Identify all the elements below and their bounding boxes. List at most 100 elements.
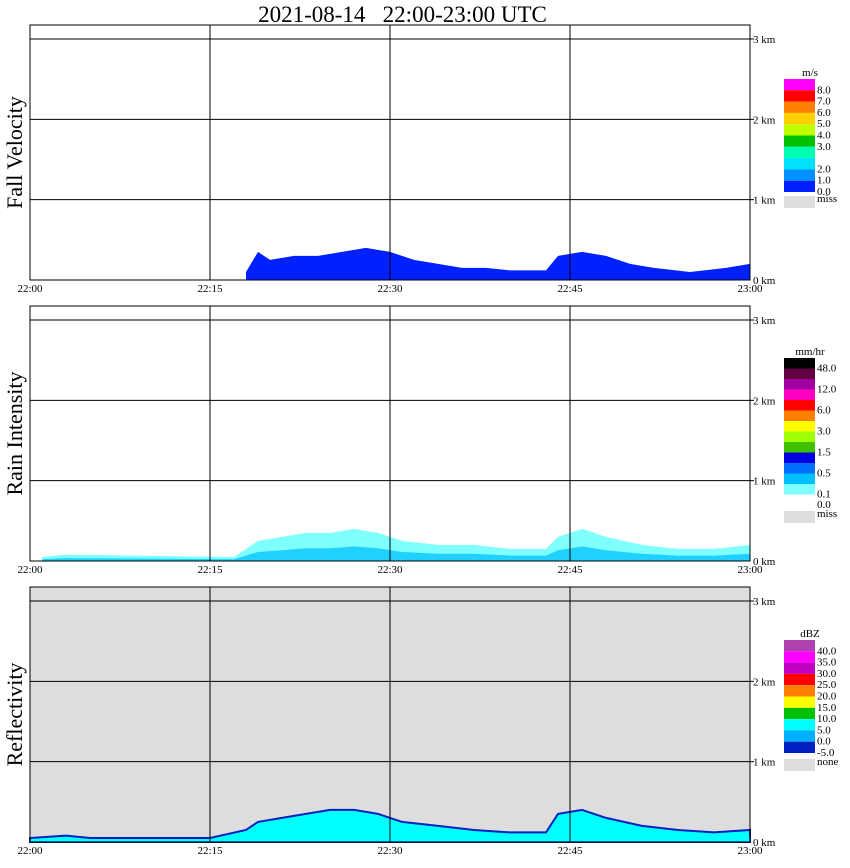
panel-2-colorbar-swatch-0 <box>784 358 815 369</box>
panel-1-echo-core <box>246 265 750 280</box>
panel-2-colorbar-label-8: 1.5 <box>817 447 831 459</box>
panel-2-xtick-label-2245: 22:45 <box>557 564 583 576</box>
panel-1-colorbar-swatch-8 <box>784 169 815 181</box>
panel-1-colorbar-label-5: 3.0 <box>817 141 831 153</box>
panel-2-colorbar-swatch-6 <box>784 421 815 432</box>
panel-1-colorbar-swatch-3 <box>784 112 815 125</box>
panel-1-xtick-label-2300: 23:00 <box>737 283 763 295</box>
panel-3-colorbar-label-6: 10.0 <box>817 713 837 725</box>
panel-2-colorbar-swatch-10 <box>784 463 815 474</box>
panel-1-colorbar-label-1: 7.0 <box>817 96 831 108</box>
panel-2-colorbar-label-13: 0.0 <box>817 499 831 511</box>
panel-1-colorbar-swatch-5 <box>784 135 815 147</box>
panel-2-colorbar-swatch-8 <box>784 442 815 453</box>
panel-3-colorbar-swatch-1 <box>784 651 815 663</box>
panel-2-ytick-label-2km: 2 km <box>753 395 776 407</box>
panel-1-heatmap: 1 km 2 km 3 km 0 km 22:00 22:15 22:30 22:45 23:0… <box>2 24 837 295</box>
panel-1-colorbar-unit: m/s <box>802 67 818 79</box>
panel-1-colorbar-label-4: 4.0 <box>817 130 831 142</box>
panel-1-colorbar-label-0: 8.0 <box>817 84 831 96</box>
panel-1-ytick-label-1km: 1 km <box>753 195 776 207</box>
panel-2-colorbar-swatch-4 <box>784 400 815 411</box>
panel-3-colorbar-swatch-4 <box>784 685 815 697</box>
panel-1-colorbar-label-8: 1.0 <box>817 175 831 187</box>
panel-2-ylabel: Rain Intensity <box>2 371 27 495</box>
panel-3-colorbar-label-7: 5.0 <box>817 724 831 736</box>
panel-2-xtick-label-2215: 22:15 <box>197 564 223 576</box>
panel-3-colorbar-miss-swatch <box>784 759 815 771</box>
panel-3-colorbar-label-3: 25.0 <box>817 679 837 691</box>
panel-2-colorbar-label-12: 0.1 <box>817 489 831 501</box>
panel-2-colorbar-swatch-1 <box>784 368 815 379</box>
panel-1-colorbar-swatch-6 <box>784 146 815 159</box>
panel-3-colorbar-swatch-5 <box>784 696 815 708</box>
panel-2-colorbar-label-6: 3.0 <box>817 426 831 438</box>
panel-2-ytick-label-1km: 1 km <box>753 476 776 488</box>
panel-2-colorbar-unit: mm/hr <box>795 346 825 358</box>
panel-3-colorbar-swatch-7 <box>784 719 815 731</box>
panel-3-colorbar-swatch-8 <box>784 730 815 742</box>
panel-1-xtick-label-2245: 22:45 <box>557 283 583 295</box>
panel-3-colorbar-label-8: 0.0 <box>817 736 831 748</box>
panel-2-colorbar-miss-label: miss <box>817 508 837 520</box>
panel-2-colorbar-label-10: 0.5 <box>817 468 831 480</box>
panel-3-colorbar-unit: dBZ <box>800 628 820 640</box>
panel-3-ytick-label-1km: 1 km <box>753 757 776 769</box>
panel-1-colorbar-miss-swatch <box>784 196 815 208</box>
panel-1-xtick-label-2215: 22:15 <box>197 283 223 295</box>
chart-title: 2021-08-14 22:00-23:00 UTC <box>258 2 547 27</box>
panel-2-colorbar-miss-swatch <box>784 511 815 523</box>
panel-2-colorbar-label-0: 48.0 <box>817 363 837 375</box>
panel-1-ytick-label-3km: 3 km <box>753 34 776 46</box>
panel-1-colorbar-label-9: 0.0 <box>817 186 831 198</box>
panel-1-ylabel: Fall Velocity <box>2 96 27 209</box>
panel-2-heatmap: 1 km 2 km 3 km 0 km 22:00 22:15 22:30 22:45 23:0… <box>2 305 837 576</box>
panel-3-colorbar-label-5: 15.0 <box>817 702 837 714</box>
panel-3-colorbar-miss-label: none <box>817 756 839 768</box>
panel-2-xtick-label-2230: 22:30 <box>377 564 403 576</box>
panel-1-colorbar-label-7: 2.0 <box>817 163 831 175</box>
panel-2-echo-core <box>42 546 750 561</box>
panel-1-colorbar-swatch-7 <box>784 158 815 170</box>
panel-3-ytick-label-0km: 0 km <box>753 837 776 849</box>
panel-3-xtick-label-2245: 22:45 <box>557 845 583 857</box>
panel-3-xtick-label-2300: 23:00 <box>737 845 763 857</box>
panel-3-ytick-label-3km: 3 km <box>753 596 776 608</box>
panel-2-ytick-label-0km: 0 km <box>753 556 776 568</box>
panel-1-colorbar-swatch-1 <box>784 90 815 102</box>
panel-3-colorbar-label-2: 30.0 <box>817 668 837 680</box>
panel-3-colorbar-swatch-2 <box>784 662 815 674</box>
panel-2-colorbar-swatch-2 <box>784 379 815 390</box>
panel-3-xtick-label-2230: 22:30 <box>377 845 403 857</box>
panel-2-colorbar-swatch-13 <box>784 494 815 505</box>
panel-3-colorbar-swatch-0 <box>784 640 815 652</box>
panel-3-ylabel: Reflectivity <box>2 663 27 767</box>
panel-3-colorbar-swatch-9 <box>784 741 815 753</box>
panel-2-colorbar-swatch-12 <box>784 484 815 495</box>
panel-3-heatmap: 1 km 2 km 3 km 0 km 22:00 22:15 22:30 22:45 23:0… <box>2 586 839 857</box>
panel-1-colorbar-miss-label: miss <box>817 193 837 205</box>
panel-1-colorbar-swatch-2 <box>784 101 815 113</box>
panel-1-ytick-label-2km: 2 km <box>753 114 776 126</box>
panel-2-colorbar-swatch-9 <box>784 452 815 463</box>
panel-1-colorbar-label-3: 5.0 <box>817 118 831 130</box>
panel-1-colorbar-swatch-4 <box>784 124 815 136</box>
panel-3-colorbar-swatch-6 <box>784 707 815 720</box>
panel-3-ytick-label-2km: 2 km <box>753 676 776 688</box>
panel-2-colorbar-swatch-11 <box>784 473 815 484</box>
panel-2-colorbar-swatch-3 <box>784 389 815 400</box>
panel-3-xtick-label-2215: 22:15 <box>197 845 223 857</box>
panel-2-xtick-label-2200: 22:00 <box>17 564 43 576</box>
panel-3-colorbar-swatch-3 <box>784 673 815 686</box>
panel-2-colorbar-label-2: 12.0 <box>817 384 837 396</box>
panel-1-colorbar-swatch-9 <box>784 180 815 192</box>
panel-1-colorbar-swatch-0 <box>784 79 815 91</box>
panel-2-colorbar-swatch-5 <box>784 410 815 421</box>
panel-1-xtick-label-2200: 22:00 <box>17 283 43 295</box>
panel-1-colorbar-label-2: 6.0 <box>817 107 831 119</box>
panel-1-ytick-label-0km: 0 km <box>753 275 776 287</box>
panel-2-xtick-label-2300: 23:00 <box>737 564 763 576</box>
panel-3-colorbar-label-1: 35.0 <box>817 657 837 669</box>
panel-1-xtick-label-2230: 22:30 <box>377 283 403 295</box>
panel-2-colorbar-swatch-7 <box>784 431 815 442</box>
